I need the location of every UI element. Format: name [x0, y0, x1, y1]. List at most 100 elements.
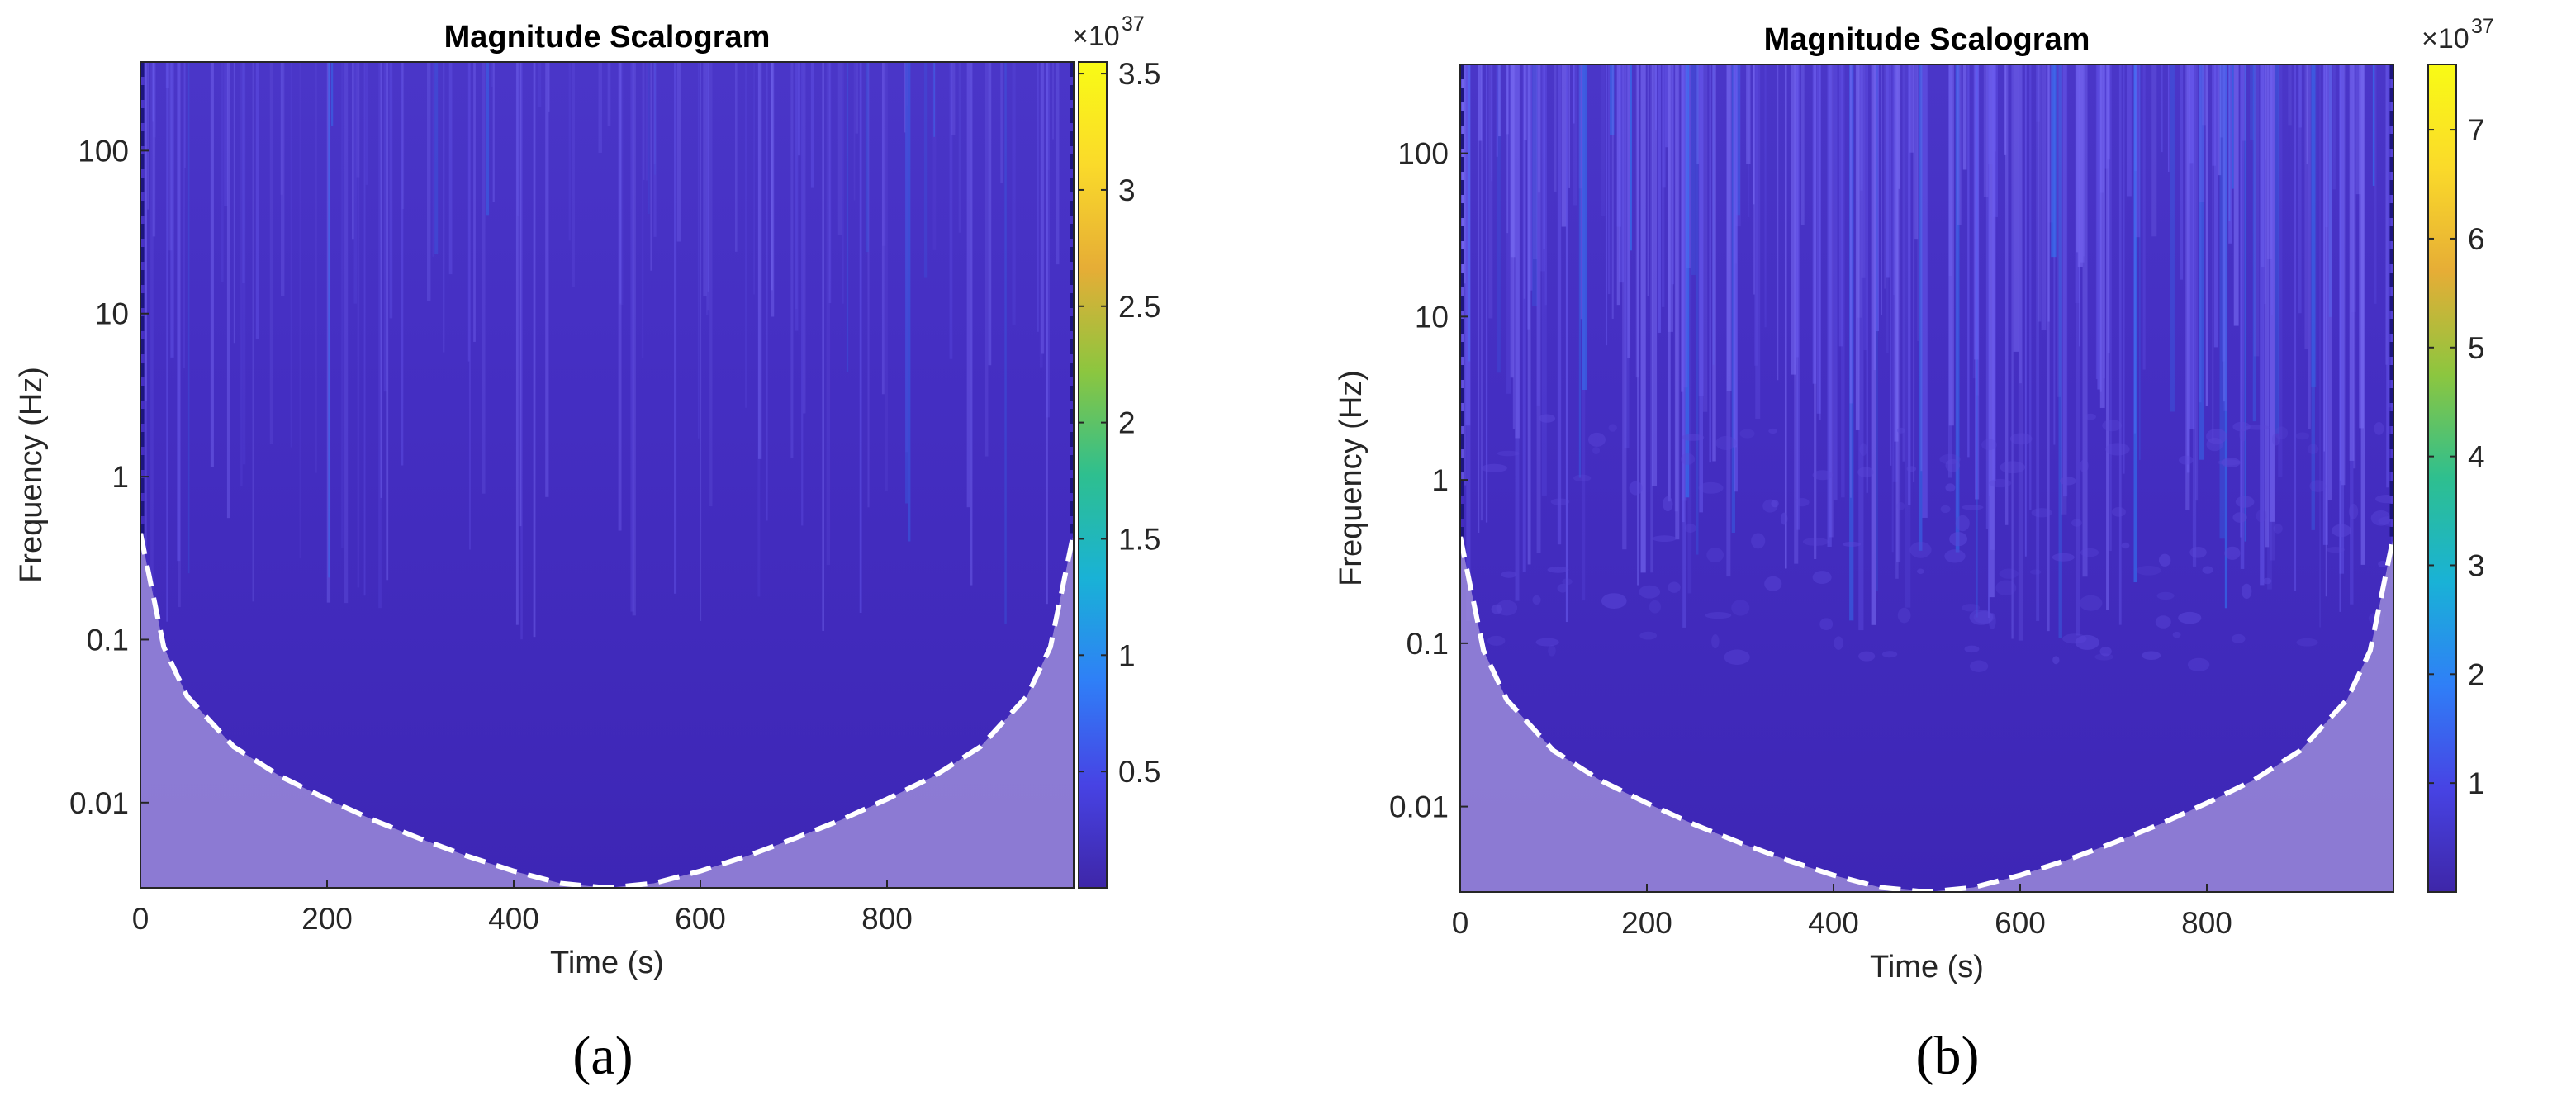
energy-streak — [2058, 64, 2062, 638]
energy-streak — [707, 62, 710, 311]
x-tick-label: 400 — [488, 902, 539, 936]
energy-streak — [2350, 64, 2354, 605]
energy-blotch — [1706, 548, 1724, 563]
energy-streak — [842, 62, 844, 304]
energy-streak — [434, 62, 439, 254]
energy-streak — [2233, 64, 2239, 326]
energy-streak — [2253, 64, 2260, 357]
energy-streak — [2004, 64, 2007, 155]
energy-streak — [1849, 64, 1854, 621]
energy-streak — [2252, 64, 2256, 422]
energy-blotch — [1973, 611, 1995, 624]
energy-streak — [2080, 64, 2085, 263]
energy-blotch — [2275, 426, 2289, 440]
energy-streak — [1956, 64, 1958, 518]
energy-streak — [1627, 64, 1631, 359]
energy-streak — [1764, 64, 1767, 328]
energy-streak — [378, 62, 382, 609]
energy-streak — [1491, 64, 1493, 182]
x-tick-label: 200 — [1621, 906, 1672, 940]
energy-streak — [826, 62, 831, 566]
energy-blotch — [2273, 524, 2283, 534]
energy-streak — [630, 62, 634, 612]
energy-streak — [2118, 64, 2122, 625]
energy-blotch — [1939, 453, 1961, 465]
colorbar-tick-label: 5 — [2468, 331, 2485, 365]
energy-streak — [1668, 64, 1674, 332]
energy-streak — [365, 62, 368, 185]
energy-streak — [1884, 64, 1887, 289]
energy-streak — [152, 62, 157, 138]
energy-streak — [653, 62, 657, 237]
energy-streak — [1529, 64, 1533, 291]
energy-blotch — [1532, 595, 1541, 605]
energy-streak — [643, 62, 645, 180]
energy-blotch — [2206, 437, 2223, 452]
energy-streak — [650, 62, 652, 271]
energy-streak — [515, 62, 519, 625]
energy-streak — [2077, 64, 2083, 267]
energy-blotch — [2235, 496, 2255, 508]
energy-blotch — [2231, 633, 2246, 643]
energy-streak — [1988, 64, 1994, 164]
energy-streak — [1657, 64, 1661, 333]
energy-blotch — [1705, 612, 1732, 619]
energy-streak — [2385, 64, 2388, 365]
energy-streak — [2202, 64, 2207, 126]
energy-streak — [473, 62, 476, 342]
energy-blotch — [2217, 459, 2242, 466]
energy-streak — [632, 62, 636, 616]
energy-streak — [1709, 64, 1711, 463]
energy-streak — [707, 62, 709, 292]
energy-blotch — [2105, 443, 2130, 456]
colorbar: 1 2 3 4 5 6 7 ×10 37 — [2422, 15, 2494, 893]
energy-streak — [2327, 64, 2332, 500]
energy-streak — [280, 62, 285, 296]
energy-streak — [1527, 64, 1531, 565]
energy-streak — [1685, 64, 1690, 498]
colorbar-tick-label: 0.5 — [1118, 755, 1160, 789]
energy-streak — [697, 62, 700, 439]
energy-streak — [2351, 64, 2356, 312]
energy-streak — [1461, 64, 1466, 284]
y-axis-label: Frequency (Hz) — [1334, 370, 1369, 586]
energy-streak — [2082, 64, 2088, 577]
energy-streak — [152, 62, 154, 122]
energy-streak — [1536, 64, 1541, 553]
energy-blotch — [1881, 651, 1898, 658]
energy-streak — [2076, 64, 2079, 253]
energy-blotch — [2099, 646, 2112, 657]
energy-streak — [1682, 64, 1685, 523]
energy-streak — [170, 62, 174, 358]
energy-blotch — [1550, 498, 1570, 505]
energy-streak — [1909, 64, 1914, 153]
energy-streak — [1056, 62, 1060, 265]
energy-streak — [2353, 64, 2356, 469]
energy-streak — [2323, 64, 2326, 452]
energy-blotch — [1681, 434, 1705, 441]
energy-streak — [1849, 64, 1852, 498]
energy-streak — [226, 62, 230, 519]
colorbar-tick-label: 2 — [2468, 657, 2485, 691]
energy-streak — [1661, 64, 1665, 307]
energy-blotch — [1487, 635, 1506, 646]
energy-blotch — [2307, 444, 2319, 454]
energy-streak — [1478, 64, 1480, 533]
energy-blotch — [1496, 600, 1518, 616]
energy-streak — [865, 62, 869, 253]
energy-streak — [2180, 64, 2184, 280]
energy-streak — [949, 62, 953, 359]
energy-blotch — [1949, 532, 1968, 547]
energy-streak — [1863, 64, 1867, 350]
energy-streak — [1046, 62, 1048, 605]
energy-streak — [1557, 64, 1562, 545]
energy-streak — [221, 62, 224, 282]
colorbar-tick-label: 1.5 — [1118, 522, 1160, 556]
colorbar-multiplier-exponent: 37 — [2471, 15, 2494, 38]
energy-streak — [795, 62, 798, 310]
energy-streak — [1533, 64, 1538, 259]
energy-blotch — [1988, 613, 1996, 629]
energy-streak — [1000, 62, 1003, 183]
energy-blotch — [2094, 653, 2114, 661]
energy-streak — [1506, 64, 1509, 135]
